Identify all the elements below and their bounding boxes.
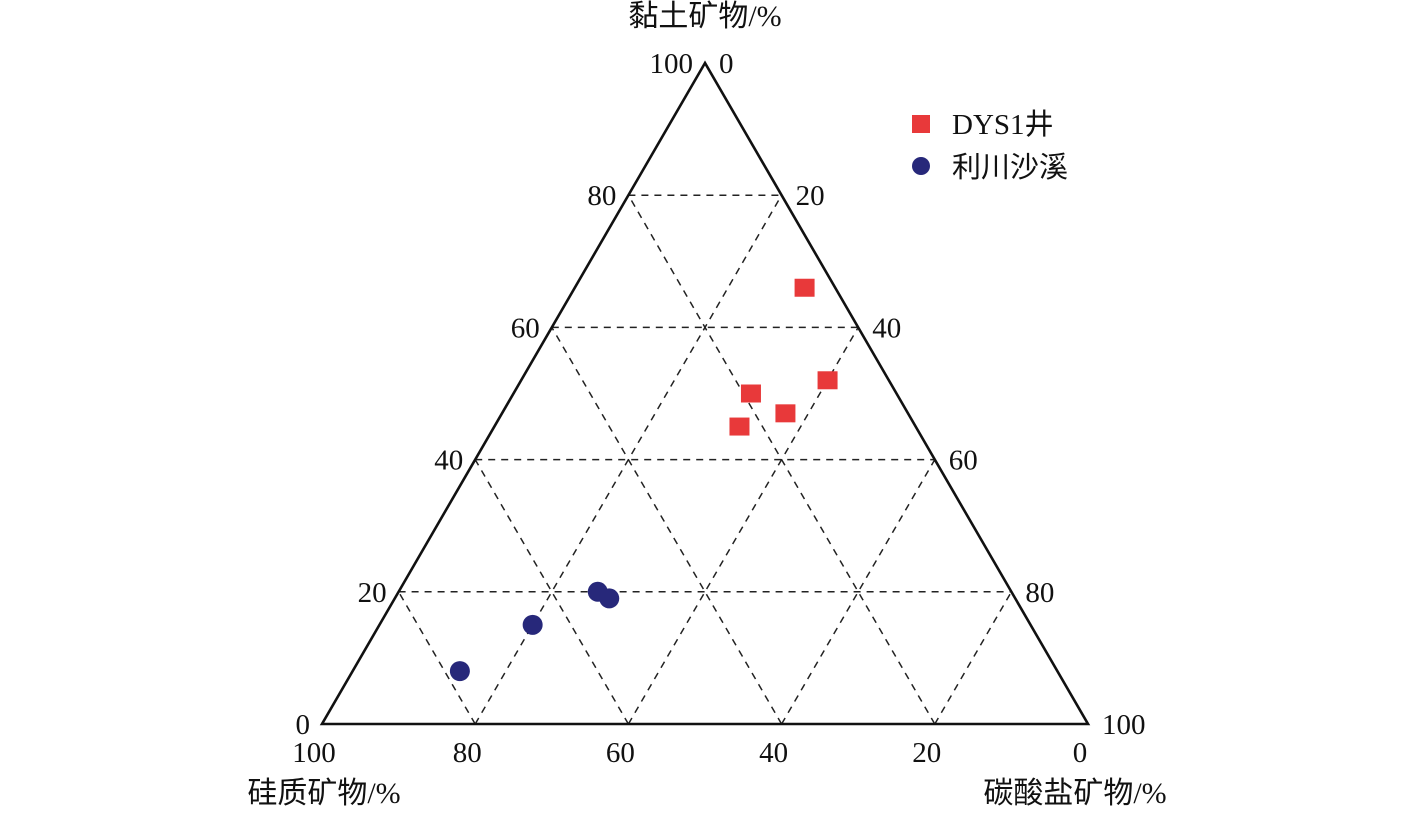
point-series-1-1 [599, 588, 620, 609]
tick-carbonate-100: 100 [1102, 709, 1146, 741]
data-points [449, 278, 838, 682]
tick-silica-100: 100 [292, 737, 336, 769]
top-axis-title: 黏土矿物/% [628, 0, 781, 33]
tick-silica-60: 60 [606, 737, 635, 769]
tick-clay-20: 20 [358, 577, 387, 609]
tick-silica-40: 40 [759, 737, 788, 769]
legend-label-lichuan: 利川沙溪 [952, 151, 1068, 184]
point-series-0-3 [775, 404, 796, 423]
tick-silica-80: 80 [453, 737, 482, 769]
point-series-0-4 [729, 417, 750, 436]
legend-label-dys1: DYS1井 [952, 108, 1054, 141]
point-series-0-2 [740, 384, 761, 403]
legend: DYS1井 利川沙溪 [912, 108, 1068, 184]
tick-clay-100: 100 [650, 48, 694, 80]
point-series-0-0 [794, 278, 815, 297]
grid-line-silica-80 [397, 591, 476, 725]
point-series-1-2 [522, 614, 543, 635]
grid-line-carbonate-40 [627, 327, 859, 725]
tick-silica-20: 20 [912, 737, 941, 769]
point-series-1-3 [449, 661, 470, 682]
right-axis-title: 碳酸盐矿物/% [983, 777, 1166, 810]
tick-clay-60: 60 [511, 312, 540, 344]
legend-marker-circle [912, 157, 930, 175]
legend-marker-square [912, 115, 930, 133]
tick-clay-80: 80 [587, 180, 616, 212]
tick-carbonate-20: 20 [796, 180, 825, 212]
tick-carbonate-40: 40 [872, 312, 901, 344]
grid-lines [397, 194, 1013, 725]
tick-silica-0: 0 [1073, 737, 1088, 769]
tick-carbonate-80: 80 [1025, 577, 1054, 609]
tick-carbonate-0: 0 [719, 48, 734, 80]
left-axis-title: 硅质矿物/% [247, 777, 400, 810]
triangle-frame [319, 60, 1091, 726]
tick-clay-40: 40 [434, 445, 463, 477]
point-series-0-1 [817, 371, 838, 390]
grid-line-silica-40 [551, 327, 783, 725]
tick-clay-0: 0 [296, 709, 311, 741]
grid-line-carbonate-80 [934, 591, 1013, 725]
tick-carbonate-60: 60 [949, 445, 978, 477]
